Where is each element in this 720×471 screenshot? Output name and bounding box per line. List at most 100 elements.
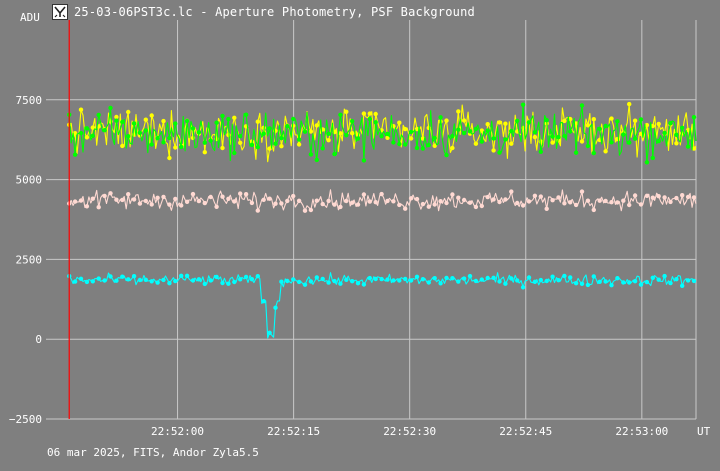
data-point: [479, 277, 484, 282]
y-tick-label: 7500: [16, 94, 43, 107]
data-point: [367, 116, 372, 122]
data-point: [202, 200, 207, 206]
data-point: [515, 278, 520, 283]
data-point: [515, 200, 520, 206]
data-point: [579, 281, 585, 286]
data-point: [108, 191, 113, 196]
data-point: [302, 282, 308, 287]
data-point: [355, 202, 361, 207]
data-point: [426, 204, 431, 209]
data-point: [161, 277, 166, 283]
data-point: [473, 141, 479, 146]
data-point: [568, 200, 573, 205]
data-point: [320, 146, 325, 151]
data-point: [279, 279, 284, 284]
data-point: [691, 146, 697, 151]
data-point: [644, 193, 650, 198]
data-point: [279, 201, 284, 206]
data-point: [143, 277, 148, 282]
data-point: [503, 197, 508, 202]
y-tick-label: 0: [35, 333, 42, 346]
data-point: [285, 198, 290, 204]
data-point: [456, 195, 461, 200]
data-point: [149, 142, 154, 147]
data-point: [367, 111, 372, 116]
data-point: [355, 136, 361, 141]
data-point: [167, 281, 172, 286]
data-point: [143, 128, 148, 133]
data-point: [149, 279, 154, 284]
data-point: [202, 140, 207, 145]
data-point: [644, 122, 650, 128]
data-point: [155, 136, 160, 141]
data-point: [591, 117, 596, 122]
data-point: [350, 131, 355, 136]
data-point: [273, 305, 278, 310]
x-tick-label: 22:52:15: [267, 425, 320, 438]
data-point: [532, 134, 538, 140]
data-point: [367, 199, 372, 204]
data-point: [550, 134, 555, 139]
data-point: [485, 128, 490, 133]
data-point: [143, 117, 148, 122]
data-point: [550, 274, 555, 279]
data-point: [691, 278, 697, 284]
data-point: [674, 141, 679, 146]
data-point: [78, 107, 84, 112]
data-point: [432, 143, 437, 148]
data-point: [90, 125, 96, 130]
data-point: [108, 274, 113, 279]
data-point: [249, 200, 255, 206]
data-point: [397, 141, 402, 147]
data-point: [456, 127, 461, 132]
data-point: [403, 126, 408, 132]
data-point: [190, 126, 196, 131]
data-point: [131, 121, 137, 126]
data-point: [550, 140, 555, 145]
data-point: [90, 133, 96, 138]
data-point: [243, 274, 249, 280]
data-point: [408, 129, 414, 135]
data-point: [479, 139, 484, 144]
data-point: [361, 111, 367, 116]
data-point: [391, 278, 396, 283]
data-point: [414, 145, 420, 151]
data-point: [332, 278, 337, 284]
data-point: [397, 120, 402, 125]
data-point: [568, 129, 573, 134]
x-tick-label: 22:52:30: [383, 425, 436, 438]
data-point: [379, 134, 384, 139]
data-point: [668, 121, 673, 126]
data-point: [485, 122, 490, 127]
data-point: [503, 121, 508, 126]
data-point: [432, 202, 437, 207]
data-point: [638, 117, 644, 122]
data-point: [503, 137, 508, 142]
x-tick-label: 22:53:00: [615, 425, 668, 438]
data-point: [179, 273, 184, 278]
data-point: [385, 277, 390, 282]
data-point: [308, 152, 314, 157]
data-point: [126, 277, 131, 282]
data-point: [308, 279, 314, 284]
data-point: [491, 275, 496, 280]
data-point: [314, 198, 319, 203]
data-point: [526, 199, 532, 204]
data-point: [291, 193, 296, 199]
data-point: [444, 275, 449, 281]
data-point: [361, 192, 367, 197]
data-point: [650, 195, 655, 200]
data-point: [414, 196, 420, 202]
footer-info: 06 mar 2025, FITS, Andor Zyla5.5: [47, 446, 259, 459]
data-point: [603, 198, 608, 204]
data-point: [562, 133, 567, 139]
data-point: [544, 118, 549, 123]
data-point: [196, 198, 202, 204]
data-point: [497, 279, 502, 284]
series-line: [68, 103, 697, 163]
data-point: [403, 206, 408, 211]
data-point: [226, 196, 231, 201]
data-point: [102, 193, 107, 199]
data-point: [609, 283, 614, 288]
data-point: [638, 202, 644, 207]
